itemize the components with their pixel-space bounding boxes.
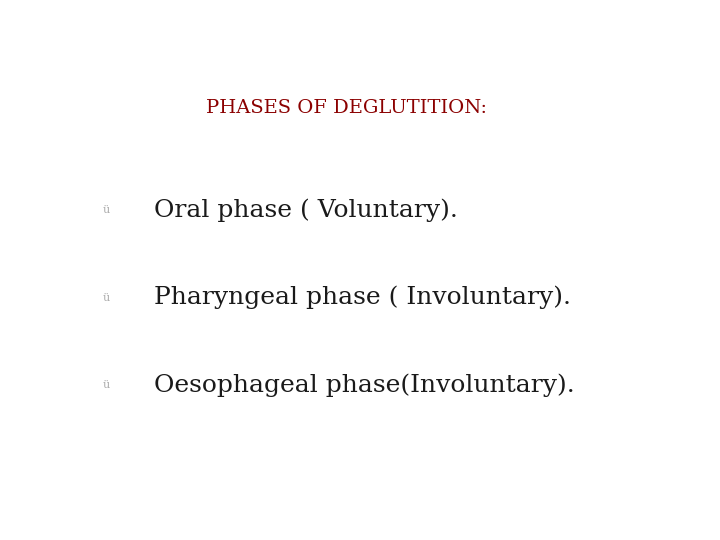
Text: ü: ü <box>103 293 110 302</box>
Text: PHASES OF DEGLUTITION:: PHASES OF DEGLUTITION: <box>206 99 487 118</box>
Text: ü: ü <box>103 205 110 215</box>
Text: Oesophageal phase(Involuntary).: Oesophageal phase(Involuntary). <box>154 373 575 397</box>
Text: Pharyngeal phase ( Involuntary).: Pharyngeal phase ( Involuntary). <box>154 286 571 309</box>
Text: Oral phase ( Voluntary).: Oral phase ( Voluntary). <box>154 199 458 222</box>
Text: ü: ü <box>103 380 110 390</box>
